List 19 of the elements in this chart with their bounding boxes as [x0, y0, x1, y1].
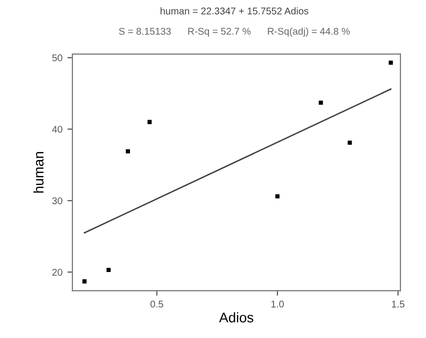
y-axis-title: human	[33, 152, 44, 193]
y-tick-label: 30	[52, 197, 62, 204]
y-tick-label: 50	[52, 54, 62, 62]
x-tick-label: 1.0	[271, 300, 284, 308]
chart-title: human = 22.3347 + 15.7552 Adios	[160, 7, 308, 14]
point	[106, 268, 111, 272]
point	[126, 149, 130, 154]
point	[275, 194, 280, 198]
y-tick-label: 40	[52, 126, 62, 133]
point	[82, 279, 87, 284]
chart-subtitle: S = 8.15133 R-Sq = 52.7 % R-Sq(adj) = 44.8 %	[118, 28, 350, 37]
x-axis-title: Adios	[219, 312, 254, 322]
point	[148, 120, 152, 124]
x-tick-label: 1.5	[392, 300, 404, 308]
point	[348, 140, 352, 145]
x-tick-label: 0.5	[150, 300, 164, 308]
point	[388, 60, 393, 65]
point	[318, 100, 323, 105]
y-tick-label: 20	[52, 268, 62, 276]
